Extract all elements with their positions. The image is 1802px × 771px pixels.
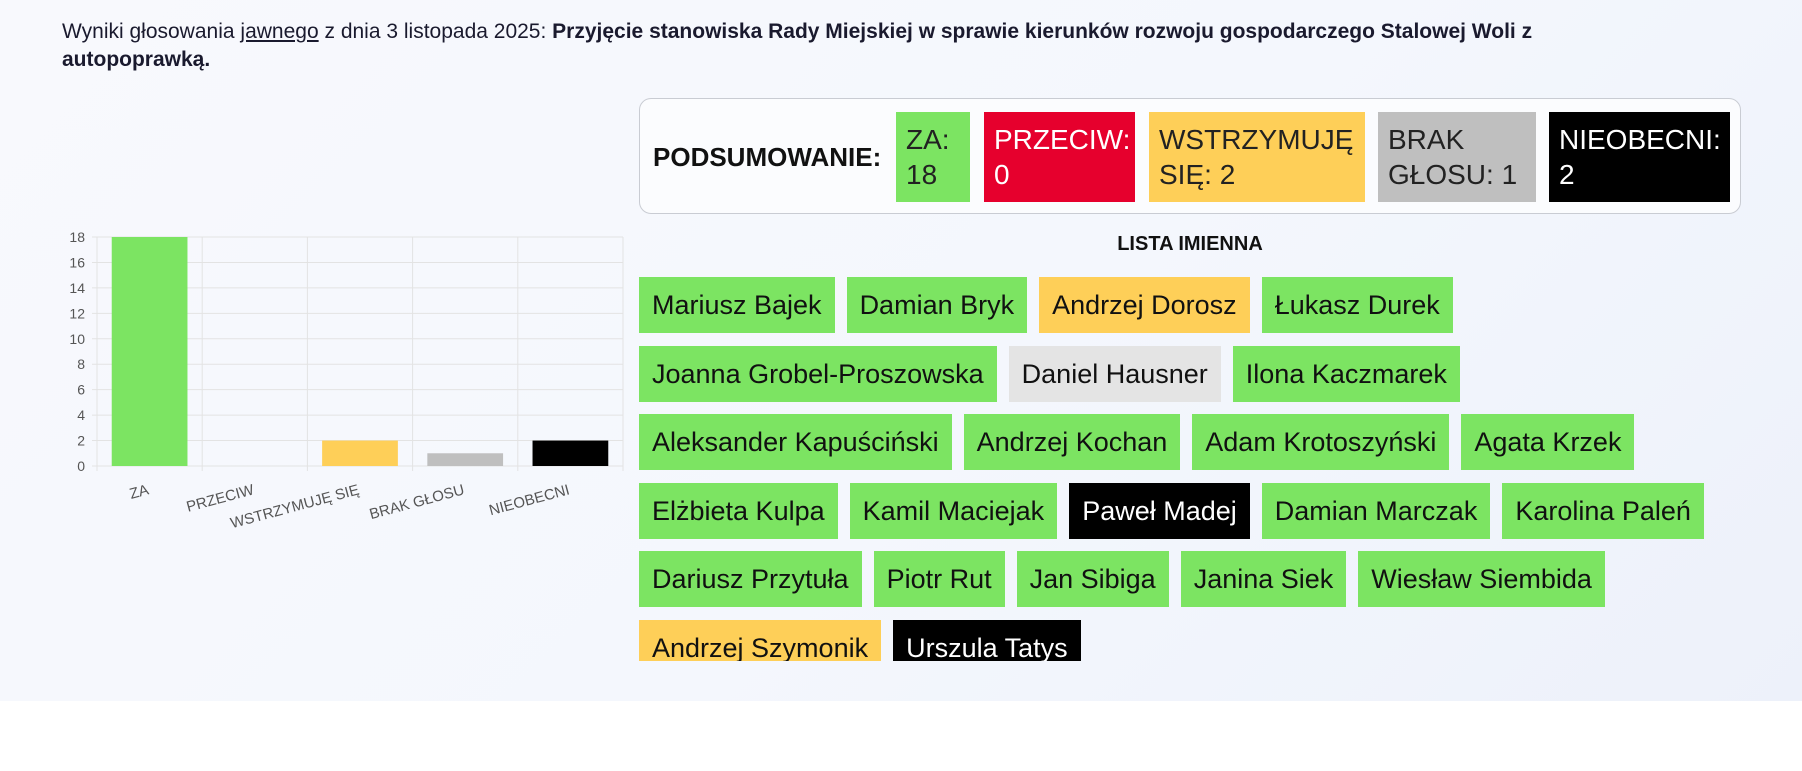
councillor-chip: Piotr Rut	[873, 551, 1005, 607]
summary-przeciw: PRZECIW: 0	[984, 112, 1135, 202]
bar-3	[427, 453, 504, 466]
councillor-chip: Jan Sibiga	[1016, 551, 1169, 607]
summary-wstrzymuje-value: 2	[1219, 159, 1236, 190]
councillor-chip: Janina Siek	[1180, 551, 1347, 607]
y-tick-label: 8	[77, 356, 85, 372]
y-tick-label: 6	[77, 382, 85, 398]
councillor-chip: Damian Marczak	[1261, 482, 1491, 539]
bar-0	[111, 237, 188, 466]
councillor-chip: Łukasz Durek	[1261, 277, 1453, 333]
councillor-chip: Daniel Hausner	[1008, 345, 1221, 402]
x-tick-label: NIEOBECNI	[487, 481, 571, 519]
name-list: Mariusz Bajek Damian Bryk Andrzej Dorosz Łu…	[639, 277, 1749, 661]
summary-nieobecni-label: NIEOBECNI:	[1559, 124, 1721, 155]
results-panel: Wyniki głosowania jawnego z dnia 3 listo…	[0, 0, 1802, 701]
councillor-chip: Ilona Kaczmarek	[1232, 345, 1460, 402]
y-tick-label: 2	[77, 433, 85, 449]
y-tick-label: 18	[69, 229, 85, 245]
bar-4	[532, 440, 609, 466]
vote-mode: jawnego	[240, 20, 319, 43]
councillor-chip: Karolina Paleń	[1502, 482, 1704, 539]
summary-wstrzymuje-label: WSTRZYMUJĘ SIĘ:	[1159, 124, 1354, 190]
summary-za-value: 18	[906, 159, 938, 190]
summary-przeciw-label: PRZECIW:	[994, 124, 1131, 155]
councillor-chip: Agata Krzek	[1461, 414, 1635, 470]
summary-brak: BRAK GŁOSU: 1	[1378, 112, 1536, 202]
councillor-chip: Kamil Maciejak	[849, 482, 1058, 539]
councillor-chip: Damian Bryk	[846, 277, 1028, 333]
summary-przeciw-value: 0	[994, 159, 1010, 190]
x-tick-label: ZA	[128, 481, 151, 502]
councillor-chip: Joanna Grobel-Proszowska	[639, 345, 997, 402]
y-tick-label: 16	[69, 254, 85, 270]
bar-2	[322, 440, 398, 466]
councillor-chip: Andrzej Dorosz	[1039, 277, 1250, 333]
summary-nieobecni: NIEOBECNI: 2	[1549, 112, 1730, 202]
councillor-chip: Andrzej Kochan	[963, 414, 1181, 470]
summary-za: ZA: 18	[896, 112, 970, 202]
list-title: LISTA IMIENNA	[1117, 233, 1263, 255]
x-tick-label: BRAK GŁOSU	[368, 481, 467, 523]
summary-za-label: ZA:	[906, 124, 950, 155]
summary-brak-value: 1	[1501, 159, 1518, 190]
vote-subject: Przyjęcie stanowiska Rady Miejskiej w sp…	[62, 20, 1533, 71]
councillor-chip: Paweł Madej	[1069, 482, 1250, 539]
councillor-chip: Adam Krotoszyński	[1192, 414, 1450, 470]
summary-brak-label: BRAK GŁOSU:	[1388, 124, 1494, 190]
summary-box: PODSUMOWANIE: ZA: 18 PRZECIW: 0 WSTRZYMU…	[639, 98, 1741, 214]
councillor-chip: Urszula Tatys	[893, 619, 1081, 661]
y-tick-label: 4	[77, 407, 85, 423]
y-tick-label: 14	[69, 280, 85, 296]
summary-wstrzymuje: WSTRZYMUJĘ SIĘ: 2	[1149, 112, 1365, 202]
y-tick-label: 10	[69, 331, 85, 347]
councillor-chip: Wiesław Siembida	[1358, 551, 1605, 607]
councillor-chip: Dariusz Przytuła	[639, 551, 862, 607]
y-tick-label: 0	[77, 458, 85, 474]
councillor-chip: Mariusz Bajek	[639, 277, 835, 333]
vote-date: z dnia 3 listopada 2025:	[324, 20, 547, 43]
summary-label: PODSUMOWANIE:	[653, 142, 882, 172]
page-title: Wyniki głosowania jawnego z dnia 3 listo…	[62, 18, 1622, 74]
councillor-chip: Aleksander Kapuściński	[639, 414, 952, 470]
title-prefix: Wyniki głosowania	[62, 20, 235, 43]
summary-nieobecni-value: 2	[1559, 159, 1575, 190]
y-tick-label: 12	[69, 305, 85, 321]
councillor-chip: Elżbieta Kulpa	[639, 482, 838, 539]
councillor-chip: Andrzej Szymonik	[639, 619, 882, 661]
